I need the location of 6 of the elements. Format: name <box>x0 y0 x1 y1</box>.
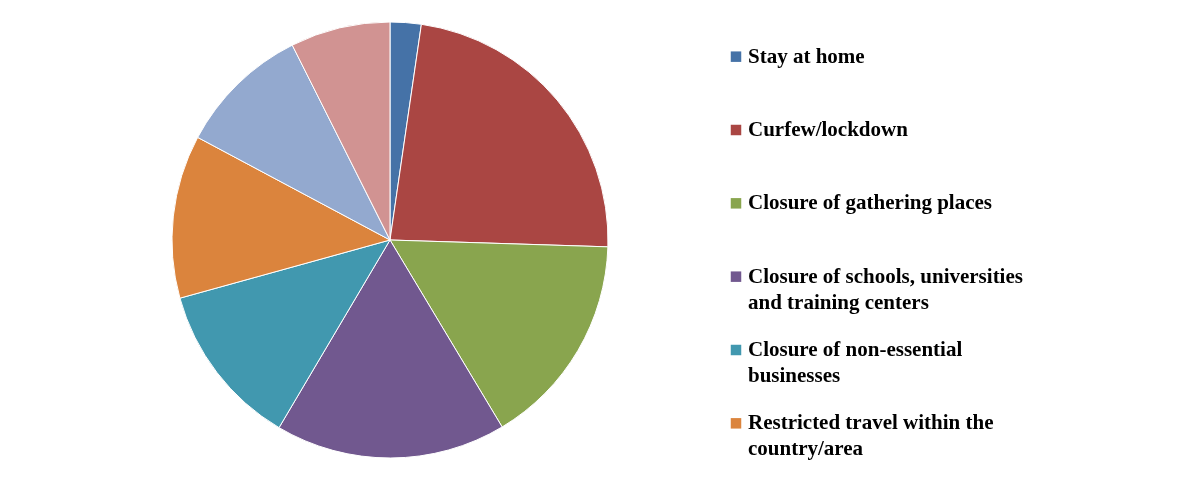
legend-label: Closure of schools, universities and training centers <box>748 263 1023 314</box>
legend-label: Curfew/lockdown <box>748 117 909 141</box>
legend-label: Closure of gathering places <box>748 190 993 215</box>
legend-label: Stay at home <box>748 43 865 68</box>
legend-label: Closure of non-essential businesses <box>748 337 963 387</box>
legend-label: Restricted travel within the country/area <box>748 410 994 461</box>
